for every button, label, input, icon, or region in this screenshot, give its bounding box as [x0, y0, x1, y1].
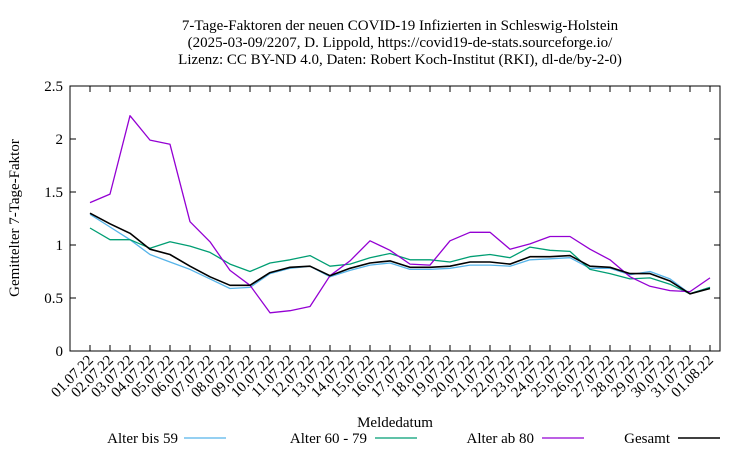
legend-label: Alter ab 80: [467, 431, 534, 447]
y-tick-label: 2: [56, 132, 64, 148]
legend-label: Gesamt: [624, 431, 671, 447]
chart-title-line: 7-Tage-Faktoren der neuen COVID-19 Infiz…: [182, 18, 619, 34]
series-line-2: [89, 227, 711, 295]
y-tick-label: 0.5: [44, 291, 63, 307]
chart-title: 7-Tage-Faktoren der neuen COVID-19 Infiz…: [178, 18, 622, 68]
series-lines: [89, 115, 711, 314]
y-tick-label: 1.5: [44, 185, 63, 201]
y-tick-label: 2.5: [44, 79, 63, 95]
y-axis: 0 0.5 1 1.5 2 2.5: [44, 79, 720, 360]
series-line-4: [89, 212, 711, 295]
x-axis: 01.07.2202.07.2203.07.2204.07.2205.07.22…: [48, 86, 717, 401]
legend-label: Alter bis 59: [107, 431, 178, 447]
y-tick-label: 1: [56, 238, 64, 254]
series-line-1: [89, 213, 711, 295]
legend-label: Alter 60 - 79: [290, 431, 367, 447]
chart-title-line: Lizenz: CC BY-ND 4.0, Daten: Robert Koch…: [178, 52, 622, 68]
legend: Alter bis 59 Alter 60 - 79 Alter ab 80 Gesa…: [107, 431, 720, 447]
x-axis-label: Meldedatum: [357, 415, 433, 431]
y-tick-label: 0: [56, 344, 64, 360]
series-line-3: [89, 115, 711, 314]
y-axis-label: Gemittelter 7-Tage-Faktor: [7, 139, 23, 297]
chart-title-line: (2025-03-09/2207, D. Lippold, https://co…: [188, 35, 613, 51]
plot-area-frame: [69, 85, 721, 352]
